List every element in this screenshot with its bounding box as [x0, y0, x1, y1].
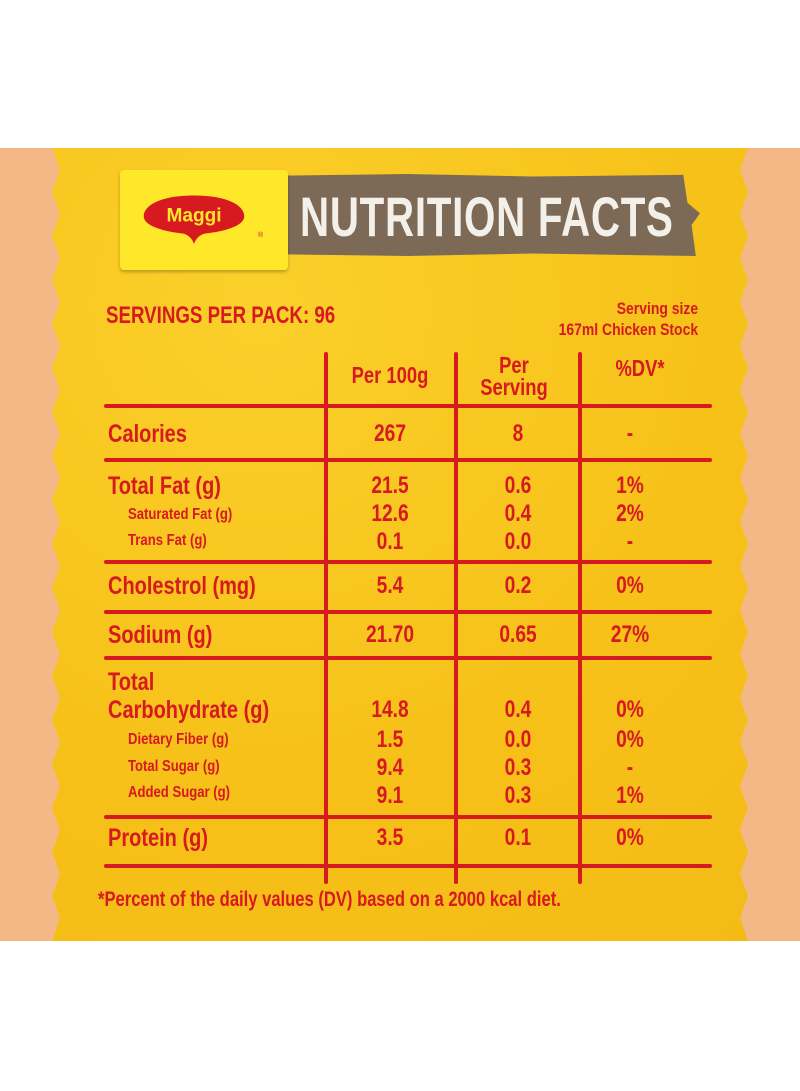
page-title: NUTRITION FACTS [300, 185, 674, 248]
footnote: *Percent of the daily values (DV) based … [98, 888, 561, 911]
value-dv: - [626, 754, 634, 781]
value-per100: 0.1 [376, 528, 404, 555]
row-label: Total Sugar (g) [128, 758, 220, 775]
value-per100: 9.4 [376, 754, 404, 781]
header-per-serving: Per Serving [480, 352, 548, 400]
row-label: Added Sugar (g) [128, 784, 231, 801]
zigzag-edge-right [740, 148, 754, 941]
row-label: Dietary Fiber (g) [128, 731, 229, 748]
value-dv: 2% [616, 500, 644, 527]
value-serving: 0.3 [504, 782, 532, 809]
value-serving: 0.1 [504, 824, 532, 851]
value-dv: 27% [610, 621, 650, 648]
value-per100: 1.5 [376, 726, 404, 753]
row-label: Calories [108, 420, 187, 448]
title-tape [282, 174, 700, 256]
value-dv: 1% [616, 472, 644, 499]
value-serving: 0.4 [504, 696, 532, 723]
row-label: Cholestrol (mg) [108, 572, 256, 600]
row-divider [104, 458, 712, 462]
row-label: Sodium (g) [108, 621, 213, 649]
value-dv: 1% [616, 782, 644, 809]
value-serving: 0.6 [504, 472, 532, 499]
row-label: Carbohydrate (g) [108, 696, 270, 724]
maggi-oval-icon: Maggi [143, 195, 245, 244]
header-dv: %DV* [615, 355, 665, 381]
serving-size-value: 167ml Chicken Stock [558, 320, 698, 339]
column-divider [578, 352, 582, 884]
row-label: Trans Fat (g) [128, 532, 207, 549]
row-divider [104, 815, 712, 819]
row-divider [104, 610, 712, 614]
row-divider [104, 864, 712, 868]
column-divider [324, 352, 328, 884]
row-label: Protein (g) [108, 824, 208, 852]
row-divider [104, 560, 712, 564]
column-divider [454, 352, 458, 884]
row-label: Total Fat (g) [108, 472, 221, 500]
row-label-line1: Total [108, 668, 155, 696]
value-dv: - [626, 528, 634, 555]
value-per100: 14.8 [371, 696, 409, 723]
serving-size: Serving size 167ml Chicken Stock [559, 298, 698, 340]
value-serving: 0.65 [499, 621, 537, 648]
row-divider [104, 404, 712, 408]
header-per-100g: Per 100g [351, 362, 429, 388]
value-per100: 5.4 [376, 572, 404, 599]
value-dv: 0% [616, 824, 644, 851]
value-per100: 267 [373, 420, 407, 447]
servings-per-pack: SERVINGS PER PACK: 96 [106, 302, 336, 329]
value-dv: 0% [616, 696, 644, 723]
serving-size-label: Serving size [616, 299, 698, 318]
value-dv: - [626, 420, 634, 447]
value-per100: 21.5 [371, 472, 409, 499]
value-per100: 12.6 [371, 500, 409, 527]
value-dv: 0% [616, 726, 644, 753]
value-serving: 8 [512, 420, 524, 447]
value-per100: 3.5 [376, 824, 404, 851]
value-serving: 0.0 [504, 726, 532, 753]
registered-mark: ® [258, 232, 264, 239]
value-serving: 0.0 [504, 528, 532, 555]
value-serving: 0.4 [504, 500, 532, 527]
value-dv: 0% [616, 572, 644, 599]
yellow-background [52, 148, 748, 941]
row-divider [104, 656, 712, 660]
maggi-logo: Maggi ® [120, 170, 288, 270]
value-per100: 9.1 [376, 782, 404, 809]
value-serving: 0.3 [504, 754, 532, 781]
value-serving: 0.2 [504, 572, 532, 599]
svg-text:Maggi: Maggi [166, 205, 221, 226]
zigzag-edge-left [46, 148, 60, 941]
value-per100: 21.70 [365, 621, 415, 648]
nutrition-panel [0, 148, 800, 941]
row-label: Saturated Fat (g) [128, 506, 233, 523]
